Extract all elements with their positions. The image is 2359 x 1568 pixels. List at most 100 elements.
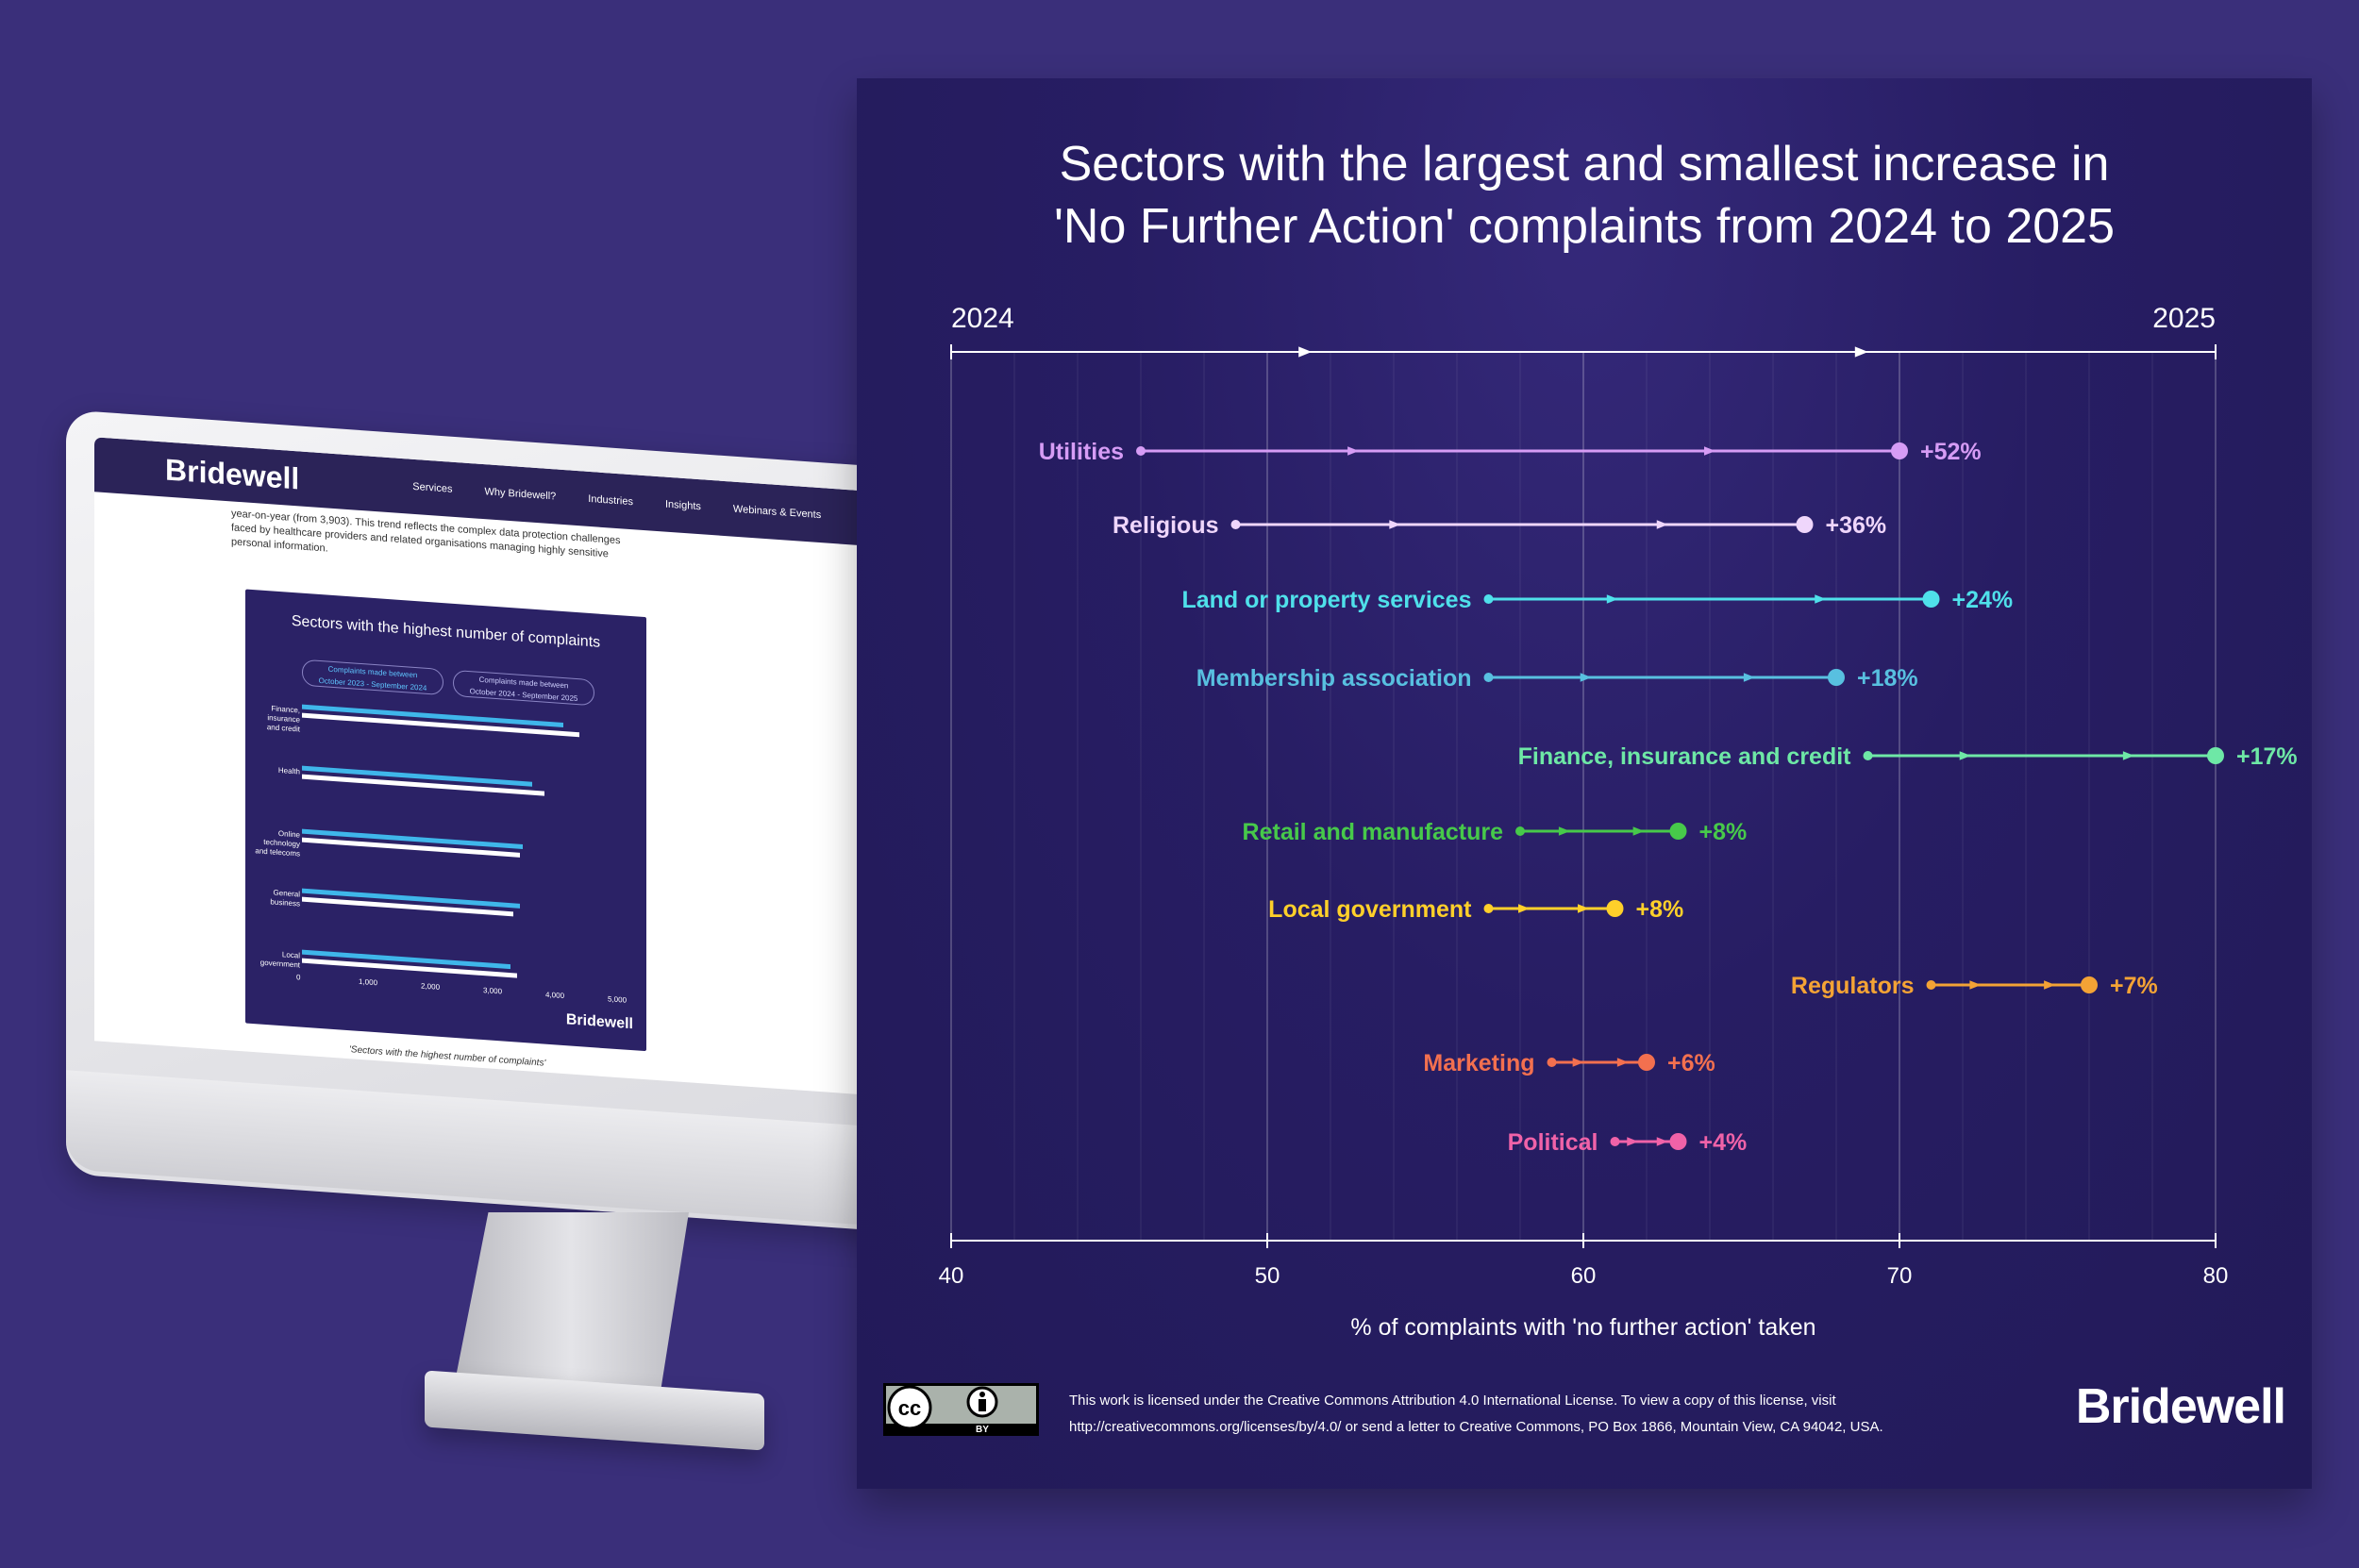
mini-legend-2025: Complaints made between October 2024 - S… <box>453 669 594 707</box>
dumbbell-arrow <box>1580 673 1592 682</box>
mini-chart-card: Sectors with the highest number of compl… <box>245 589 646 1052</box>
dumbbell-start-dot <box>1926 980 1936 990</box>
dumbbell-end-dot <box>1796 516 1814 533</box>
x-tick-label: 50 <box>1255 1263 1280 1289</box>
monitor-mockup: Bridewell Services Why Bridewell? Indust… <box>66 409 896 1451</box>
dumbbell-arrow <box>1969 980 1982 990</box>
change-label: +4% <box>1699 1129 1748 1156</box>
by-person-head <box>979 1392 985 1397</box>
series-label: Regulators <box>1791 973 1915 999</box>
dumbbell-arrow <box>1656 520 1668 529</box>
x-tick-label: 60 <box>1571 1263 1597 1289</box>
dumbbell-end-dot <box>1891 442 1908 459</box>
dumbbell-arrow <box>1606 594 1618 604</box>
monitor-screen: Bridewell Services Why Bridewell? Indust… <box>94 437 896 1097</box>
mini-tick-label: 4,000 <box>545 990 565 1001</box>
change-label: +52% <box>1920 439 1982 465</box>
mini-category-label: Online technology and telecoms <box>255 828 300 859</box>
dumbbell-end-dot <box>1669 823 1687 840</box>
dumbbell-end-dot <box>1606 900 1624 917</box>
license-text: This work is licensed under the Creative… <box>1069 1393 1883 1435</box>
mini-tick-label: 5,000 <box>608 994 627 1005</box>
dumbbell-end-dot <box>1669 1133 1687 1150</box>
series-label: Retail and manufacture <box>1243 819 1504 845</box>
series-label: Political <box>1508 1129 1598 1156</box>
x-tick-label: 70 <box>1887 1263 1913 1289</box>
dumbbell-arrow <box>1518 904 1531 913</box>
by-person-body <box>979 1399 986 1411</box>
monitor-stand-base <box>425 1370 764 1451</box>
dumbbell-start-dot <box>1483 904 1494 913</box>
site-logo[interactable]: Bridewell <box>165 452 300 495</box>
dumbbell-start-dot <box>1515 826 1525 836</box>
x-tick-label: 40 <box>939 1263 964 1289</box>
series-label: Finance, insurance and credit <box>1518 743 1852 770</box>
series-label: Marketing <box>1423 1050 1534 1076</box>
dumbbell-arrow <box>1815 594 1827 604</box>
mini-category-label: General business <box>270 888 300 909</box>
timeline-label-2024: 2024 <box>951 303 1014 334</box>
x-axis-label: % of complaints with 'no further action'… <box>1350 1314 1815 1341</box>
mini-tick-label: 1,000 <box>359 976 378 988</box>
dumbbell-start-dot <box>1230 520 1241 529</box>
cc-icon-text: cc <box>898 1396 921 1420</box>
dumbbell-arrow <box>1959 751 1971 760</box>
by-label: BY <box>976 1425 989 1435</box>
bridewell-logo: Bridewell <box>2075 1379 2286 1434</box>
change-label: +7% <box>2110 973 2158 999</box>
dumbbell-start-dot <box>1610 1137 1620 1146</box>
mini-category-label: Finance, insurance and credit <box>266 704 300 734</box>
nav-services[interactable]: Services <box>412 480 453 495</box>
mini-category-label: Health <box>277 765 300 776</box>
dumbbell-end-dot <box>1922 591 1940 608</box>
change-label: +6% <box>1667 1050 1715 1076</box>
dumbbell-arrow <box>1347 446 1360 456</box>
dumbbell-start-dot <box>1547 1058 1557 1067</box>
mini-axis-ticks: 0 1,000 2,000 3,000 4,000 5,000 <box>245 589 646 1004</box>
mini-category-label: Local government <box>259 950 300 970</box>
monitor-stand-neck <box>453 1212 689 1392</box>
dumbbell-arrow <box>1558 826 1570 836</box>
dumbbell-start-dot <box>1863 751 1873 760</box>
nav-webinars-events[interactable]: Webinars & Events <box>732 503 822 522</box>
series-label: Land or property services <box>1181 587 1471 613</box>
dumbbell-start-dot <box>1483 594 1494 604</box>
dumbbell-arrow <box>2044 980 2056 990</box>
nav-industries[interactable]: Industries <box>588 492 633 509</box>
mini-logo: Bridewell <box>565 1011 633 1033</box>
cc-by-license-badge: cc BY <box>883 1383 1039 1436</box>
dumbbell-arrow <box>1656 1137 1668 1146</box>
change-label: +36% <box>1826 512 1887 539</box>
dumbbell-arrow <box>1632 826 1645 836</box>
mini-legend-2024: Complaints made between October 2023 - S… <box>302 659 443 696</box>
dumbbell-arrow <box>2122 751 2134 760</box>
mini-chart-title: Sectors with the highest number of compl… <box>291 612 601 651</box>
dumbbell-arrow <box>1572 1058 1584 1067</box>
cc-icon <box>887 1385 932 1430</box>
dumbbell-end-dot <box>1828 669 1845 686</box>
change-label: +8% <box>1636 896 1684 923</box>
timeline-arrow <box>1854 346 1868 358</box>
dumbbell-chart: 2024 2025 40 50 60 70 80 % of complaints with '… <box>939 303 2298 1341</box>
nav-why-bridewell[interactable]: Why Bridewell? <box>484 486 557 503</box>
series-label: Membership association <box>1196 665 1472 692</box>
dumbbell-arrow <box>1743 673 1755 682</box>
dumbbell-arrow <box>1389 520 1401 529</box>
dumbbell-arrow <box>1627 1137 1639 1146</box>
dumbbell-end-dot <box>1638 1054 1655 1071</box>
mini-bars: Finance, insurance and credit Health Onlin… <box>245 589 646 978</box>
dumbbell-start-dot <box>1136 446 1146 456</box>
nav-insights[interactable]: Insights <box>664 498 701 513</box>
badge-strip <box>886 1424 1036 1433</box>
x-tick-label: 80 <box>2203 1263 2229 1289</box>
infographic-card: 2024 2025 40 50 60 70 80 % of complaints with '… <box>857 78 2312 1489</box>
dumbbell-arrow <box>1578 904 1589 913</box>
mini-tick-label: 0 <box>296 973 301 982</box>
change-label: +24% <box>1952 587 2014 613</box>
dumbbell-end-dot <box>2207 747 2224 764</box>
dumbbell-end-dot <box>2081 976 2098 993</box>
dumbbell-arrow <box>1616 1058 1629 1067</box>
dumbbell-arrow <box>1704 446 1715 456</box>
mini-tick-label: 2,000 <box>421 981 441 992</box>
change-label: +18% <box>1857 665 1918 692</box>
